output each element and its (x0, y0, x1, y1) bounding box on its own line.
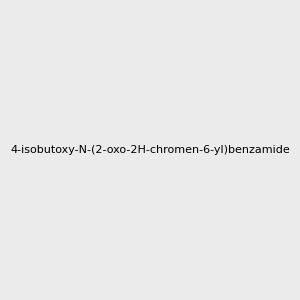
Text: 4-isobutoxy-N-(2-oxo-2H-chromen-6-yl)benzamide: 4-isobutoxy-N-(2-oxo-2H-chromen-6-yl)ben… (10, 145, 290, 155)
